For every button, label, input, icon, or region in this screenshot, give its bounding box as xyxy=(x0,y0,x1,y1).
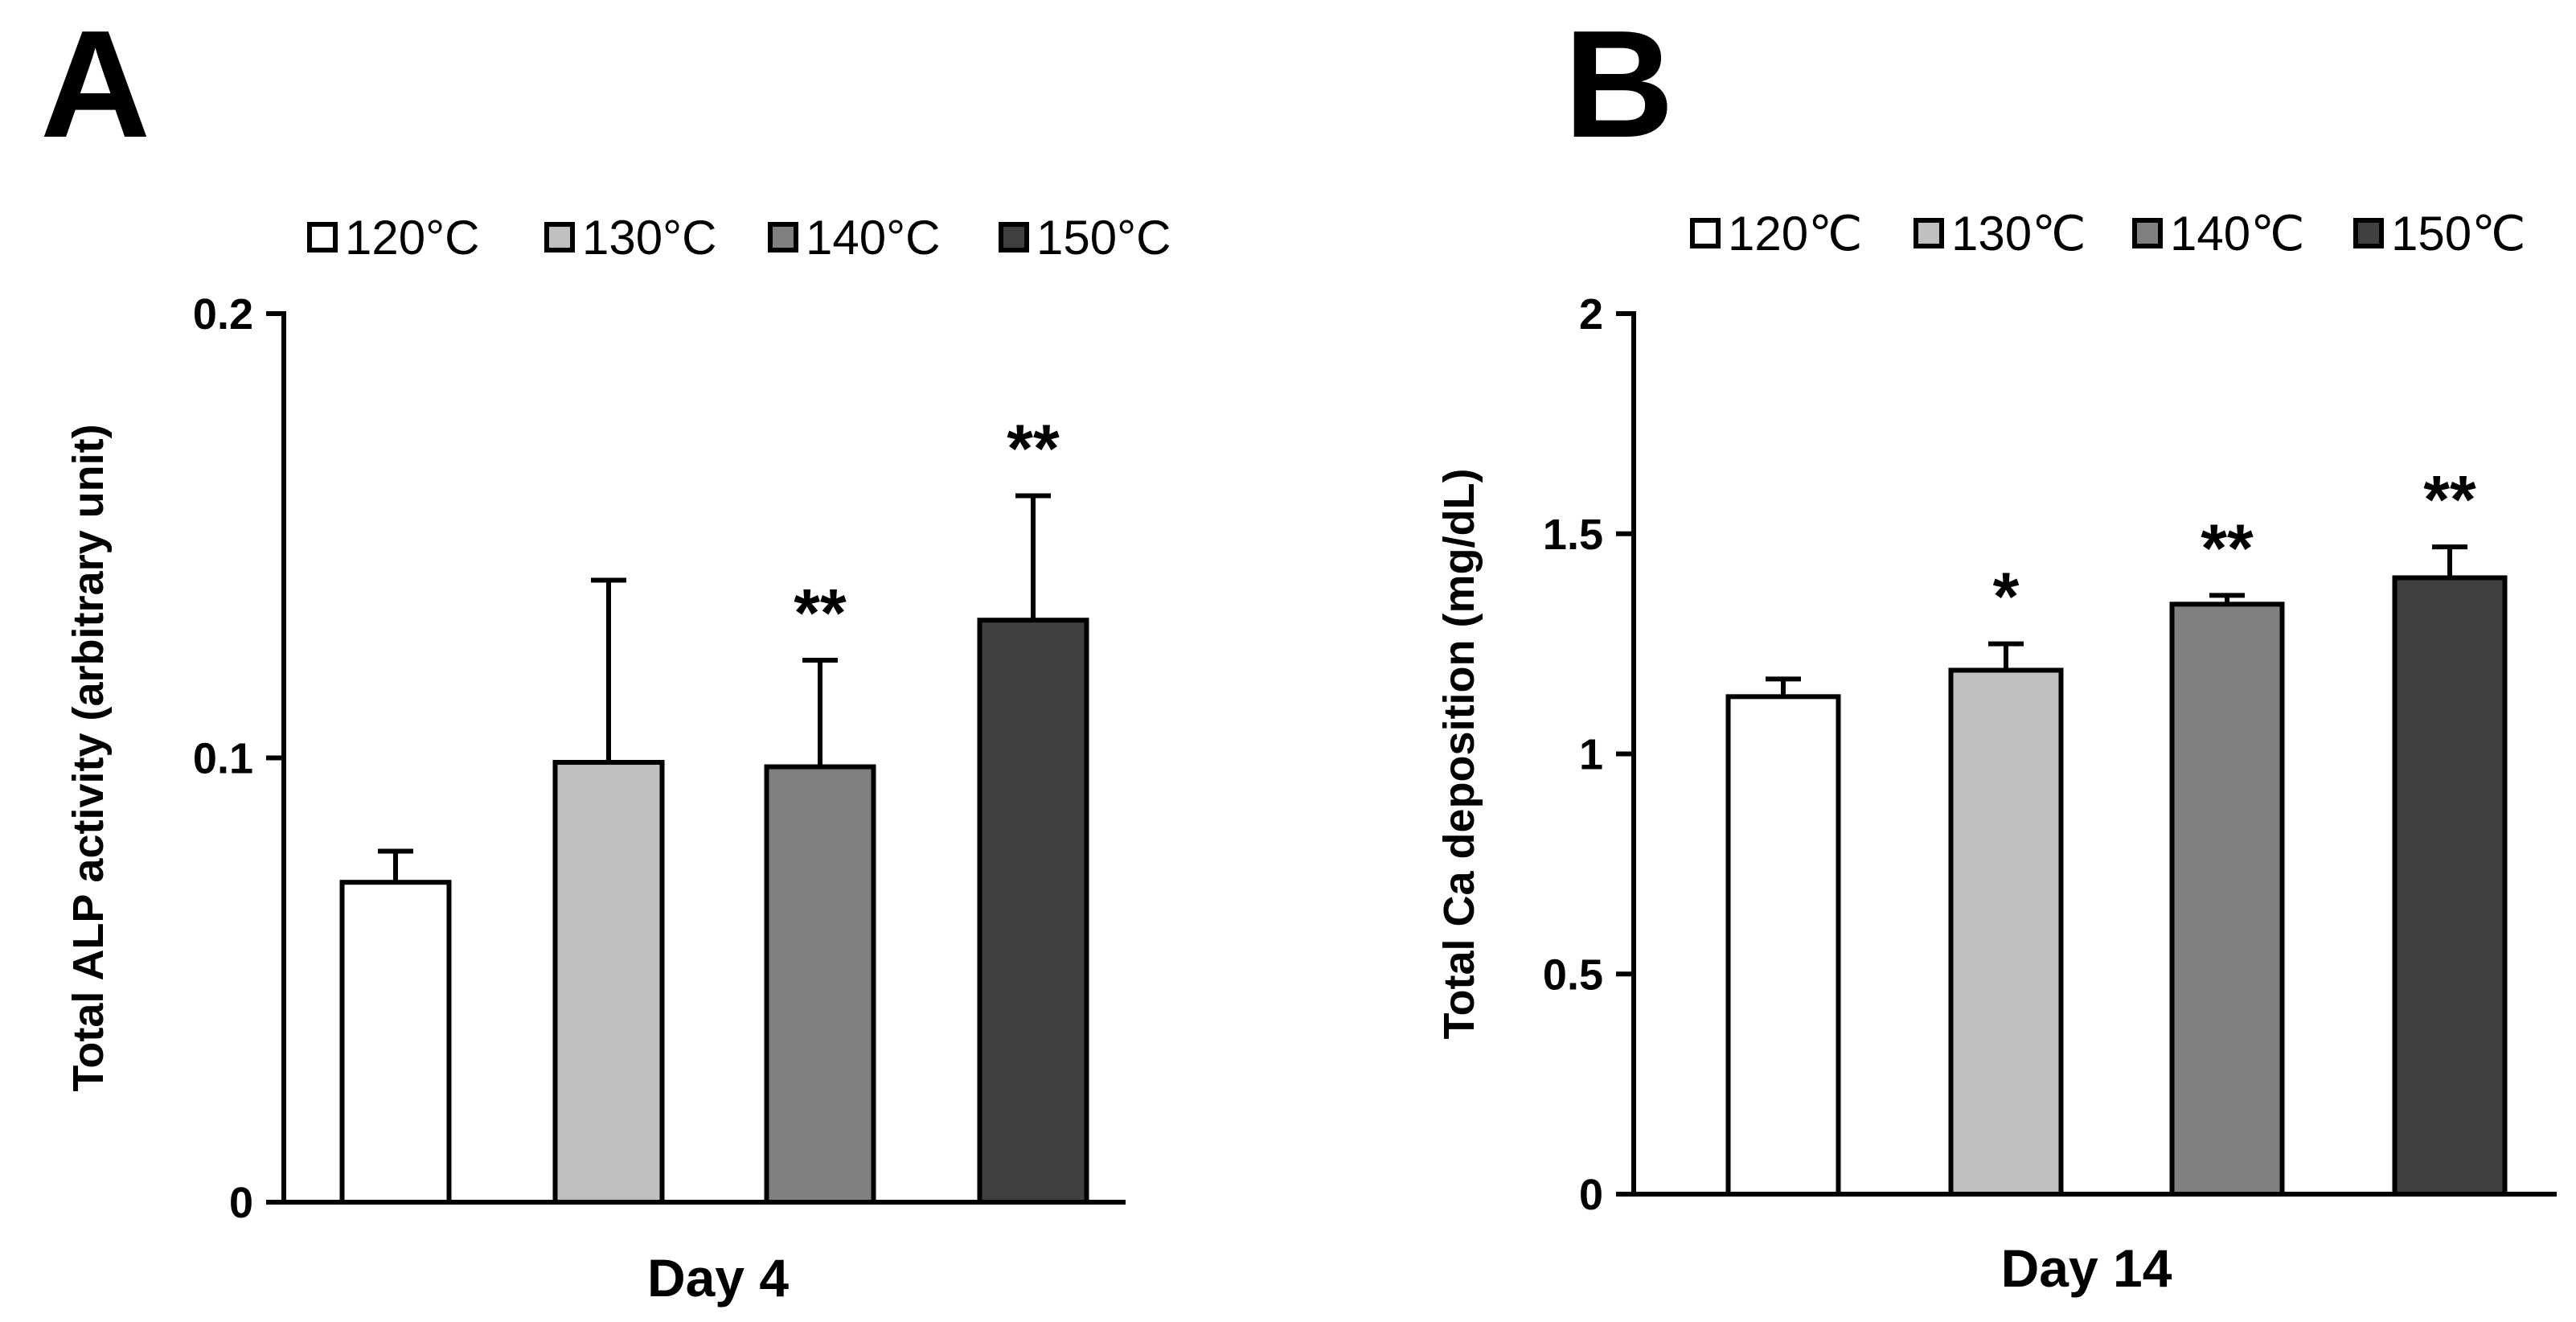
panel-a-chart: 0 0.1 0.2 Total ALP activity (arbitrary uni… xyxy=(64,211,1171,1308)
panel-b-legend-label-3: 140℃ xyxy=(2170,207,2305,261)
panel-b-significance-2: * xyxy=(1993,559,2020,634)
panel-b-letter: B xyxy=(1564,0,1674,170)
panel-a-significance-3: ** xyxy=(794,575,847,651)
panel-b-legend-swatch-3 xyxy=(2132,218,2163,248)
panel-a-bar-2 xyxy=(552,760,665,1205)
panel-a-bar-1 xyxy=(339,880,452,1205)
panel-b-bar-4 xyxy=(2392,575,2508,1197)
panel-a-legend-label-1: 120°C xyxy=(345,211,479,265)
panel-a-legend-swatch-1 xyxy=(307,222,338,252)
panel-b-y-tick-label: 1 xyxy=(1579,731,1603,779)
panel-a-legend-label-2: 130°C xyxy=(582,211,716,265)
panel-a-legend-swatch-4 xyxy=(999,222,1029,252)
panel-b-chart: 0 0.5 1 1.5 2 Total Ca deposition (mg/dL) Day … xyxy=(1435,207,2557,1298)
panel-a-y-tick-label: 0.1 xyxy=(193,735,253,783)
panel-b-legend-swatch-2 xyxy=(1914,218,1944,248)
panel-b-legend-swatch-1 xyxy=(1690,218,1721,248)
panel-b-legend-label-4: 150℃ xyxy=(2391,207,2526,261)
panel-a-legend-label-3: 140°C xyxy=(806,211,940,265)
panel-b-significance-3: ** xyxy=(2201,510,2254,585)
panel-b-legend-swatch-4 xyxy=(2353,218,2384,248)
panel-b-bar-1 xyxy=(1725,694,1841,1197)
panel-a-legend-swatch-2 xyxy=(544,222,575,252)
panel-b-bar-2 xyxy=(1948,667,2064,1197)
panel-b-y-tick-label: 1.5 xyxy=(1543,511,1603,559)
panel-b-legend-label-2: 130℃ xyxy=(1951,207,2086,261)
panel-b-y-axis-label: Total Ca deposition (mg/dL) xyxy=(1435,469,1483,1040)
panel-b-bar-3 xyxy=(2169,601,2285,1197)
panel-a-letter: A xyxy=(40,0,150,170)
panel-b-y-tick-label: 2 xyxy=(1579,290,1603,339)
panel-a-bar-4 xyxy=(977,618,1089,1205)
panel-b-y-tick-label: 0 xyxy=(1579,1171,1603,1219)
panel-a-bar-3 xyxy=(764,764,876,1205)
panel-a-significance-4: ** xyxy=(1007,411,1060,487)
panel-a-legend-label-4: 150°C xyxy=(1036,211,1171,265)
panel-b-x-axis-label: Day 14 xyxy=(2001,1238,2172,1298)
panel-b-significance-4: ** xyxy=(2423,462,2476,537)
panel-a-legend-swatch-3 xyxy=(768,222,798,252)
panel-a-y-tick-label: 0 xyxy=(229,1179,253,1227)
panel-b-y-tick-label: 0.5 xyxy=(1543,950,1603,999)
panel-a-y-tick-label: 0.2 xyxy=(193,290,253,339)
panel-a-y-axis-label: Total ALP activity (arbitrary unit) xyxy=(64,424,113,1091)
panel-a-x-axis-label: Day 4 xyxy=(647,1248,789,1308)
panel-b-legend-label-1: 120℃ xyxy=(1728,207,1863,261)
